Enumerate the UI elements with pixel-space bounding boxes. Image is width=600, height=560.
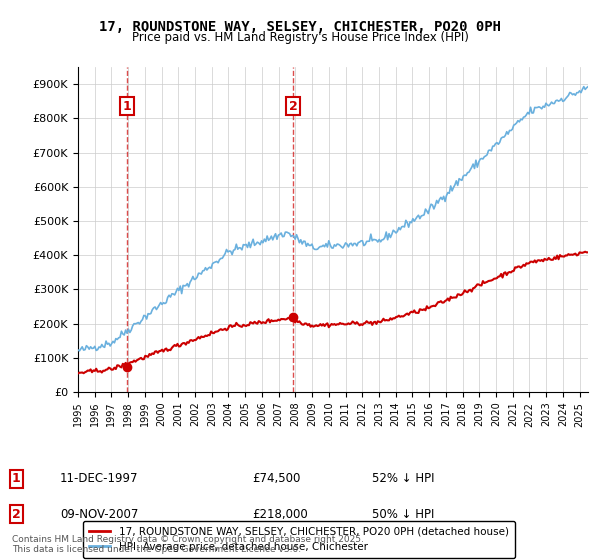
Text: 52% ↓ HPI: 52% ↓ HPI [372,472,434,486]
Text: 09-NOV-2007: 09-NOV-2007 [60,507,139,521]
Text: 11-DEC-1997: 11-DEC-1997 [60,472,139,486]
Text: 17, ROUNDSTONE WAY, SELSEY, CHICHESTER, PO20 0PH: 17, ROUNDSTONE WAY, SELSEY, CHICHESTER, … [99,20,501,34]
Legend: 17, ROUNDSTONE WAY, SELSEY, CHICHESTER, PO20 0PH (detached house), HPI: Average : 17, ROUNDSTONE WAY, SELSEY, CHICHESTER, … [83,521,515,558]
Text: Contains HM Land Registry data © Crown copyright and database right 2025.
This d: Contains HM Land Registry data © Crown c… [12,535,364,554]
Text: £74,500: £74,500 [252,472,301,486]
Text: 1: 1 [123,100,131,113]
Text: £218,000: £218,000 [252,507,308,521]
Text: 2: 2 [289,100,298,113]
Text: 1: 1 [12,472,21,486]
Text: 50% ↓ HPI: 50% ↓ HPI [372,507,434,521]
Text: 2: 2 [12,507,21,521]
Text: Price paid vs. HM Land Registry's House Price Index (HPI): Price paid vs. HM Land Registry's House … [131,31,469,44]
